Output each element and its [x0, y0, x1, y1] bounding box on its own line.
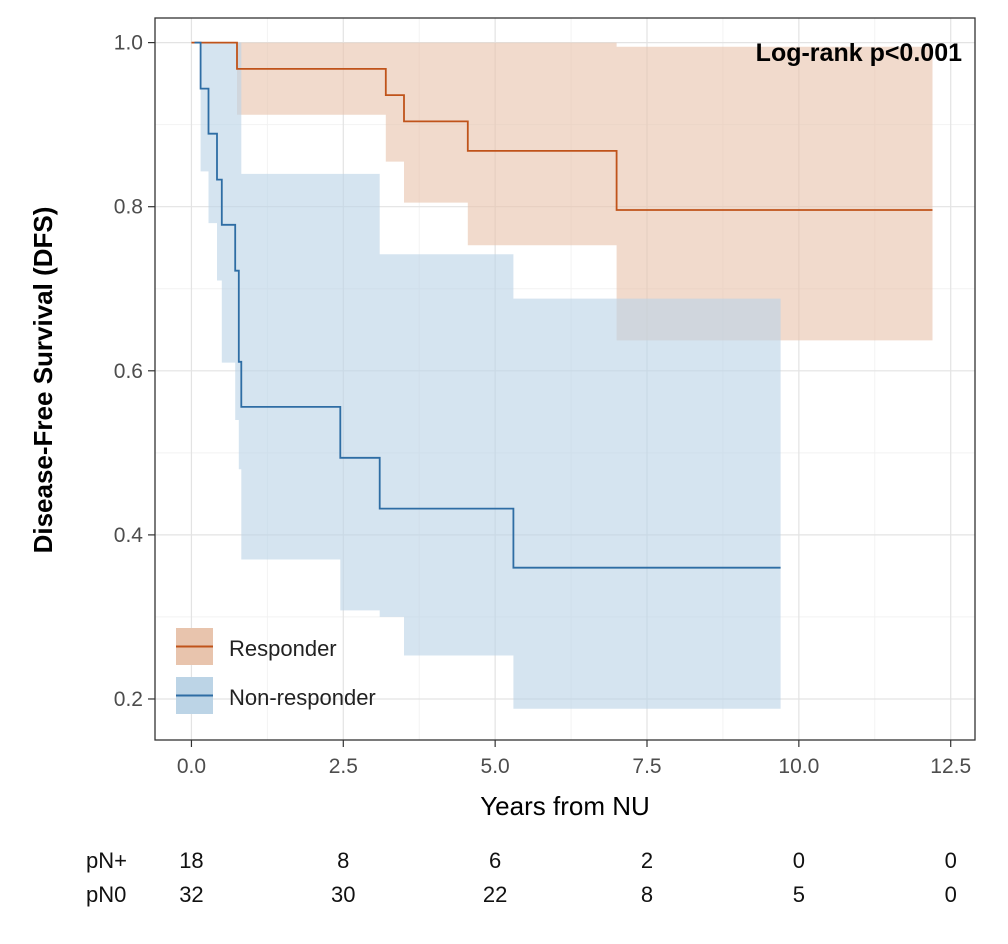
legend: Responder Non-responder: [176, 628, 376, 714]
legend-label-non-responder: Non-responder: [229, 685, 376, 710]
x-tick-label: 5.0: [481, 755, 510, 778]
x-tick-label: 10.0: [778, 755, 819, 778]
y-tick-label: 1.0: [114, 32, 143, 55]
x-tick-label: 2.5: [329, 755, 358, 778]
risk-count: 30: [331, 882, 355, 907]
y-tick-label: 0.8: [114, 196, 143, 219]
y-tick-label: 0.4: [114, 524, 144, 547]
risk-row-label: pN0: [86, 882, 126, 907]
risk-count: 32: [179, 882, 203, 907]
y-axis-title: Disease-Free Survival (DFS): [28, 207, 58, 554]
km-curve-non-responder: [194, 41, 781, 569]
risk-count: 22: [483, 882, 507, 907]
risk-table: pN+ 18 8 6 2 0 0 pN0 32 30 22 8 5 0: [86, 848, 957, 907]
risk-count: 0: [793, 848, 805, 873]
risk-count: 0: [945, 882, 957, 907]
survival-curves: [191, 41, 933, 569]
legend-label-responder: Responder: [229, 636, 337, 661]
risk-count: 2: [641, 848, 653, 873]
plot-panel-border: [154, 17, 976, 741]
x-tick-label: 0.0: [177, 755, 206, 778]
ci-band-responder: [191, 42, 933, 341]
risk-count: 0: [945, 848, 957, 873]
x-tick-label: 7.5: [632, 755, 661, 778]
risk-count: 5: [793, 882, 805, 907]
risk-count: 18: [179, 848, 203, 873]
x-tick-label: 12.5: [930, 755, 971, 778]
risk-row-label: pN+: [86, 848, 127, 873]
risk-count: 8: [641, 882, 653, 907]
risk-count: 8: [337, 848, 349, 873]
ci-band-non-responder: [194, 42, 781, 709]
y-tick-label: 0.2: [114, 688, 143, 711]
y-tick-label: 0.6: [114, 360, 143, 383]
risk-count: 6: [489, 848, 501, 873]
confidence-bands: [191, 42, 933, 709]
axis-ticks: 0.0 2.5 5.0 7.5 10.0 12.5 0.2 0.4 0.6 0.8 1.0: [114, 32, 971, 778]
km-curve-responder: [191, 41, 933, 211]
x-axis-title: Years from NU: [480, 791, 650, 821]
annotation-logrank: Log-rank p<0.001: [756, 39, 962, 67]
